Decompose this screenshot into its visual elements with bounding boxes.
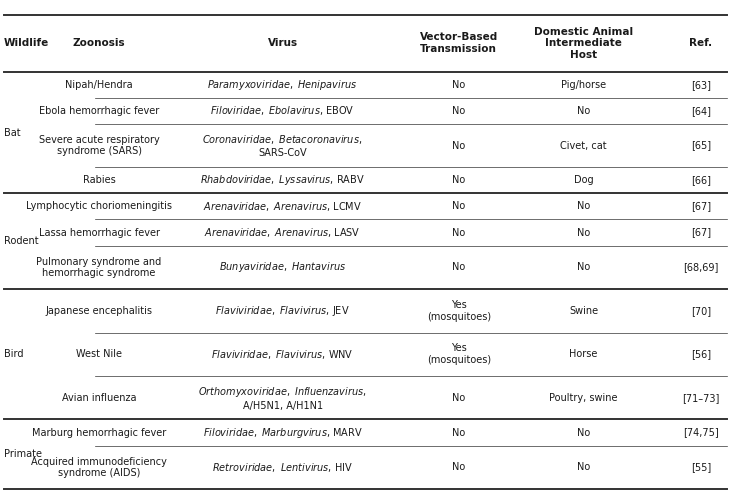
Text: No: No <box>452 175 465 185</box>
Text: Lassa hemorrhagic fever: Lassa hemorrhagic fever <box>39 228 159 238</box>
Text: $\it{Flaviviridae,\ Flavivirus}$, WNV: $\it{Flaviviridae,\ Flavivirus}$, WNV <box>211 348 354 361</box>
Text: $\it{Paramyxoviridae,\ Henipavirus}$: $\it{Paramyxoviridae,\ Henipavirus}$ <box>208 78 357 92</box>
Text: Avian influenza: Avian influenza <box>62 393 137 403</box>
Text: Bat: Bat <box>4 127 21 137</box>
Text: Domestic Animal
Intermediate
Host: Domestic Animal Intermediate Host <box>534 27 633 60</box>
Text: Lymphocytic choriomeningitis: Lymphocytic choriomeningitis <box>26 202 172 211</box>
Text: No: No <box>452 228 465 238</box>
Text: [56]: [56] <box>691 349 711 359</box>
Text: Rodent: Rodent <box>4 236 38 246</box>
Text: Wildlife: Wildlife <box>4 38 49 48</box>
Text: Marburg hemorrhagic fever: Marburg hemorrhagic fever <box>32 427 166 438</box>
Text: $\it{Retroviridae,\ Lentivirus}$, HIV: $\it{Retroviridae,\ Lentivirus}$, HIV <box>212 461 353 474</box>
Text: Bird: Bird <box>4 349 23 359</box>
Text: Severe acute respiratory
syndrome (SARS): Severe acute respiratory syndrome (SARS) <box>39 135 159 156</box>
Text: $\it{Coronaviridae,\ Betacoronavirus}$,
SARS-CoV: $\it{Coronaviridae,\ Betacoronavirus}$, … <box>203 133 363 158</box>
Text: Dog: Dog <box>574 175 593 185</box>
Text: No: No <box>577 202 590 211</box>
Text: Japanese encephalitis: Japanese encephalitis <box>46 306 153 316</box>
Text: $\it{Filoviridae,\ Marburgvirus}$, MARV: $\it{Filoviridae,\ Marburgvirus}$, MARV <box>203 425 363 440</box>
Text: Ref.: Ref. <box>689 38 713 48</box>
Text: Virus: Virus <box>267 38 298 48</box>
Text: [68,69]: [68,69] <box>683 262 719 272</box>
Text: Pulmonary syndrome and
hemorrhagic syndrome: Pulmonary syndrome and hemorrhagic syndr… <box>37 256 161 278</box>
Text: Nipah/Hendra: Nipah/Hendra <box>65 80 133 90</box>
Text: Swine: Swine <box>569 306 598 316</box>
Text: No: No <box>577 262 590 272</box>
Text: Primate: Primate <box>4 449 42 459</box>
Text: [67]: [67] <box>691 228 711 238</box>
Text: Ebola hemorrhagic fever: Ebola hemorrhagic fever <box>39 106 159 116</box>
Text: No: No <box>452 80 465 90</box>
Text: No: No <box>452 202 465 211</box>
Text: No: No <box>577 462 590 472</box>
Text: [71–73]: [71–73] <box>683 393 719 403</box>
Text: No: No <box>577 228 590 238</box>
Text: $\it{Filoviridae,\ Ebolavirus}$, EBOV: $\it{Filoviridae,\ Ebolavirus}$, EBOV <box>211 104 355 117</box>
Text: $\it{Rhabdoviridae,\ Lyssavirus}$, RABV: $\it{Rhabdoviridae,\ Lyssavirus}$, RABV <box>200 173 365 187</box>
Text: [66]: [66] <box>691 175 711 185</box>
Text: No: No <box>577 106 590 116</box>
Text: [65]: [65] <box>691 141 711 151</box>
Text: [63]: [63] <box>691 80 711 90</box>
Text: $\it{Flaviviridae,\ Flavivirus}$, JEV: $\it{Flaviviridae,\ Flavivirus}$, JEV <box>215 304 350 318</box>
Text: No: No <box>577 427 590 438</box>
Text: $\it{Orthomyxoviridae,\ Influenzavirus}$,
A/H5N1, A/H1N1: $\it{Orthomyxoviridae,\ Influenzavirus}$… <box>198 385 367 411</box>
Text: [74,75]: [74,75] <box>683 427 719 438</box>
Text: Rabies: Rabies <box>83 175 115 185</box>
Text: Civet, cat: Civet, cat <box>560 141 607 151</box>
Text: Acquired immunodeficiency
syndrome (AIDS): Acquired immunodeficiency syndrome (AIDS… <box>31 456 167 478</box>
Text: No: No <box>452 262 465 272</box>
Text: [67]: [67] <box>691 202 711 211</box>
Text: Vector-Based
Transmission: Vector-Based Transmission <box>420 33 498 54</box>
Text: Zoonosis: Zoonosis <box>73 38 126 48</box>
Text: [70]: [70] <box>691 306 711 316</box>
Text: No: No <box>452 106 465 116</box>
Text: Yes
(mosquitoes): Yes (mosquitoes) <box>426 343 491 365</box>
Text: No: No <box>452 393 465 403</box>
Text: $\it{Arenaviridae,\ Arenavirus}$, LCMV: $\it{Arenaviridae,\ Arenavirus}$, LCMV <box>203 200 362 213</box>
Text: No: No <box>452 462 465 472</box>
Text: Yes
(mosquitoes): Yes (mosquitoes) <box>426 300 491 322</box>
Text: Pig/horse: Pig/horse <box>561 80 606 90</box>
Text: No: No <box>452 141 465 151</box>
Text: $\it{Arenaviridae,\ Arenavirus}$, LASV: $\it{Arenaviridae,\ Arenavirus}$, LASV <box>204 226 361 239</box>
Text: [64]: [64] <box>691 106 711 116</box>
Text: Horse: Horse <box>570 349 597 359</box>
Text: Poultry, swine: Poultry, swine <box>549 393 618 403</box>
Text: No: No <box>452 427 465 438</box>
Text: $\it{Bunyaviridae,\ Hantavirus}$: $\it{Bunyaviridae,\ Hantavirus}$ <box>219 260 346 274</box>
Text: West Nile: West Nile <box>76 349 122 359</box>
Text: [55]: [55] <box>691 462 711 472</box>
